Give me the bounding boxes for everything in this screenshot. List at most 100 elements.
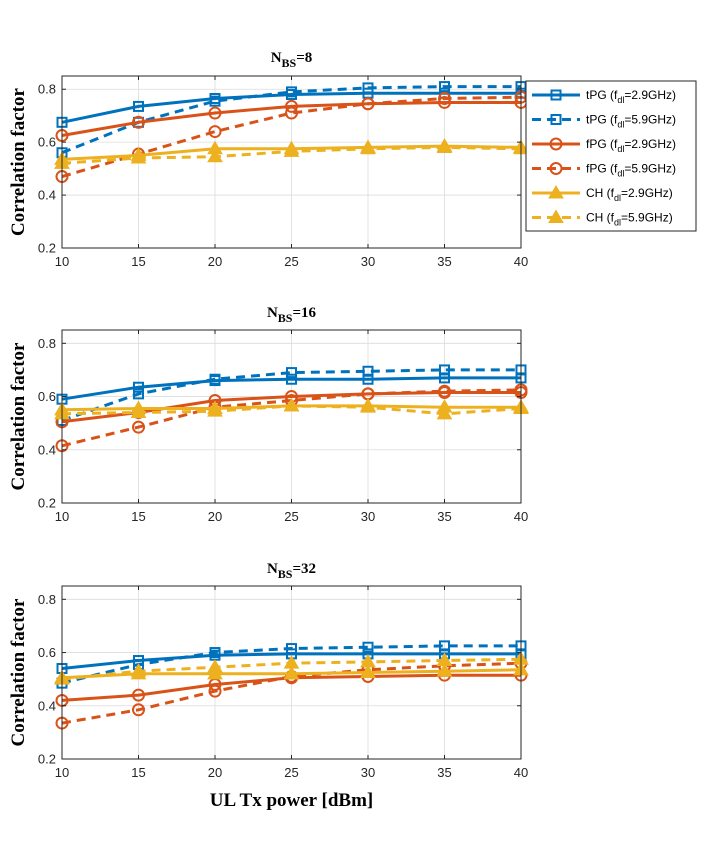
legend-entry: fPG (fdl=5.9GHz) (532, 162, 676, 179)
legend-marker (548, 185, 564, 199)
data-point (283, 655, 300, 669)
data-point (436, 663, 453, 677)
panel-title: NBS=8 (271, 50, 313, 70)
x-tick-label: 25 (284, 765, 298, 780)
data-point (438, 95, 451, 109)
data-point (436, 652, 453, 667)
series-line-4 (61, 388, 522, 448)
data-point (208, 106, 222, 120)
data-point (283, 143, 300, 157)
data-point (130, 404, 147, 419)
data-point (133, 100, 144, 112)
legend-entry: tPG (fdl=5.9GHz) (532, 113, 676, 130)
x-tick-label: 20 (208, 254, 222, 269)
legend-label: fPG (fdl=2.9GHz) (586, 137, 676, 154)
data-point (130, 663, 147, 677)
x-tick-label: 40 (514, 254, 528, 269)
legend-marker (550, 89, 562, 101)
x-tick-label: 15 (131, 765, 145, 780)
data-point (438, 91, 451, 105)
y-tick-label: 0.8 (38, 82, 56, 97)
panel-1: 10 15 20 25 30 35 40 0.2 0.4 0.6 0.8 NBS=8 Correlati… (8, 50, 529, 269)
data-point (285, 106, 298, 120)
data-point (132, 420, 145, 434)
data-point (438, 384, 451, 398)
x-tick-label: 25 (284, 254, 298, 269)
x-tick-label: 30 (361, 765, 375, 780)
data-point (209, 373, 221, 385)
legend-marker (550, 114, 562, 125)
data-point (286, 86, 297, 98)
series-line-3 (61, 101, 521, 137)
x-tick-label: 20 (208, 509, 222, 524)
legend-box (525, 80, 697, 232)
y-axis-label: Correlation factor (8, 598, 29, 746)
x-tick-label: 40 (514, 509, 528, 524)
x-tick-label: 40 (514, 765, 528, 780)
x-tick-label: 25 (284, 509, 298, 524)
data-point (286, 643, 297, 655)
data-point (132, 703, 145, 717)
data-point (362, 373, 374, 385)
x-tick-label: 30 (361, 509, 375, 524)
data-point (285, 99, 298, 113)
x-tick-label: 10 (55, 765, 69, 780)
data-point (439, 372, 450, 384)
data-point (360, 664, 376, 678)
data-point (286, 373, 297, 385)
data-point (133, 388, 144, 400)
data-point (208, 125, 222, 139)
y-axis-label: Correlation factor (8, 342, 29, 490)
legend-entry: tPG (fdl=2.9GHz) (532, 88, 676, 105)
legend-label: tPG (fdl=5.9GHz) (586, 113, 676, 130)
data-point (283, 665, 300, 680)
data-point (436, 139, 453, 153)
legend-entry: fPG (fdl=2.9GHz) (532, 137, 676, 154)
y-tick-label: 0.6 (38, 135, 56, 150)
data-point (208, 684, 222, 698)
panel-title: NBS=16 (267, 305, 317, 325)
chart-panels: 10 15 20 25 30 35 40 0.2 0.4 0.6 0.8 NBS=8 Correlati… (8, 50, 529, 811)
series-line-4 (61, 661, 522, 725)
data-point (209, 95, 221, 107)
panel-3: 10 15 20 25 30 35 40 0.2 0.4 0.6 0.8 NBS=32 Correlat… (8, 561, 529, 811)
data-point (436, 405, 453, 420)
y-tick-label: 0.2 (38, 241, 56, 256)
data-point (132, 688, 145, 702)
data-point (133, 381, 144, 393)
y-tick-label: 0.6 (38, 389, 56, 404)
data-point (360, 399, 376, 413)
x-tick-label: 35 (437, 254, 451, 269)
panel-title: NBS=32 (267, 561, 316, 581)
data-point (439, 640, 450, 652)
legend-entry: CH (fdl=5.9GHz) (532, 209, 673, 228)
data-point (207, 665, 223, 680)
legend-label: CH (fdl=5.9GHz) (586, 211, 673, 228)
data-point (439, 364, 450, 376)
data-point (286, 367, 297, 379)
y-tick-label: 0.2 (38, 496, 56, 511)
data-point (360, 140, 376, 155)
y-tick-label: 0.4 (38, 698, 56, 713)
panel-2: 10 15 20 25 30 35 40 0.2 0.4 0.6 0.8 NBS=16 Correlat… (8, 305, 529, 524)
data-point (132, 115, 145, 129)
legend-entry: CH (fdl=2.9GHz) (532, 185, 673, 203)
y-tick-label: 0.6 (38, 645, 56, 660)
data-point (207, 659, 223, 673)
x-tick-label: 35 (437, 765, 451, 780)
x-tick-label: 15 (131, 509, 145, 524)
x-tick-label: 35 (437, 509, 451, 524)
x-tick-label: 10 (55, 509, 69, 524)
x-axis-label: UL Tx power [dBm] (210, 790, 373, 811)
data-point (360, 653, 376, 668)
legend-label: fPG (fdl=5.9GHz) (586, 162, 676, 179)
x-tick-label: 30 (361, 254, 375, 269)
legend: tPG (fdl=2.9GHz) tPG (fdl=5.9GHz) fPG (fdl… (525, 80, 697, 232)
data-point (207, 403, 223, 417)
x-tick-label: 20 (208, 765, 222, 780)
data-point (439, 81, 450, 93)
y-axis-label: Correlation factor (8, 87, 29, 235)
legend-marker (549, 137, 563, 151)
data-point (130, 150, 147, 164)
